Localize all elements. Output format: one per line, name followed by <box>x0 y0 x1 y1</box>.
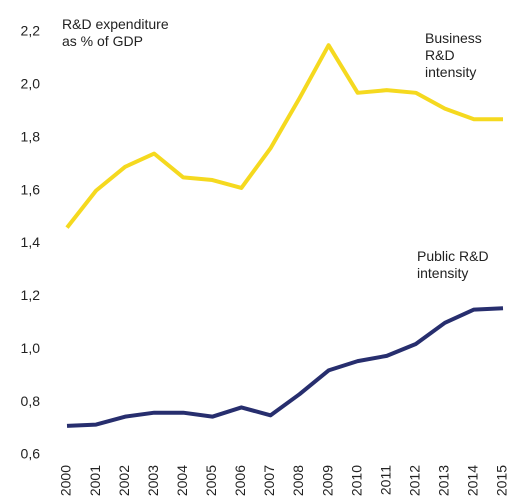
x-tick-label: 2003 <box>145 465 161 496</box>
y-tick-label: 1,0 <box>21 340 41 356</box>
chart-title: R&D expenditure as % of GDP <box>62 16 169 49</box>
x-tick-label: 2006 <box>232 465 248 496</box>
x-tick-label: 2010 <box>348 465 364 496</box>
series-line <box>66 306 504 428</box>
x-tick-label: 2014 <box>465 465 481 496</box>
x-tick-label: 2009 <box>319 465 335 496</box>
x-tick-label: 2001 <box>87 465 103 496</box>
x-tick-label: 2005 <box>203 465 219 496</box>
y-tick-label: 2,0 <box>21 76 41 92</box>
y-tick-label: 1,6 <box>21 181 41 197</box>
x-tick-label: 2013 <box>436 465 452 496</box>
x-tick-label: 2002 <box>116 465 132 496</box>
x-tick-label: 2004 <box>174 465 190 496</box>
x-tick-label: 2008 <box>290 465 306 496</box>
x-tick-label: 2011 <box>377 465 393 495</box>
y-tick-label: 0,6 <box>21 446 41 462</box>
y-tick-label: 0,8 <box>21 393 41 409</box>
y-tick-label: 1,4 <box>21 234 41 250</box>
y-tick-label: 1,2 <box>21 287 41 303</box>
x-tick-label: 2007 <box>261 465 277 496</box>
series-label: Business R&D intensity <box>425 30 482 80</box>
series-line <box>65 43 503 229</box>
y-tick-label: 1,8 <box>21 128 41 144</box>
x-tick-label: 2012 <box>407 465 423 496</box>
y-tick-label: 2,2 <box>21 23 41 39</box>
series-label: Public R&D intensity <box>417 248 489 281</box>
x-tick-label: 2015 <box>494 465 510 496</box>
x-tick-label: 2000 <box>58 465 74 496</box>
